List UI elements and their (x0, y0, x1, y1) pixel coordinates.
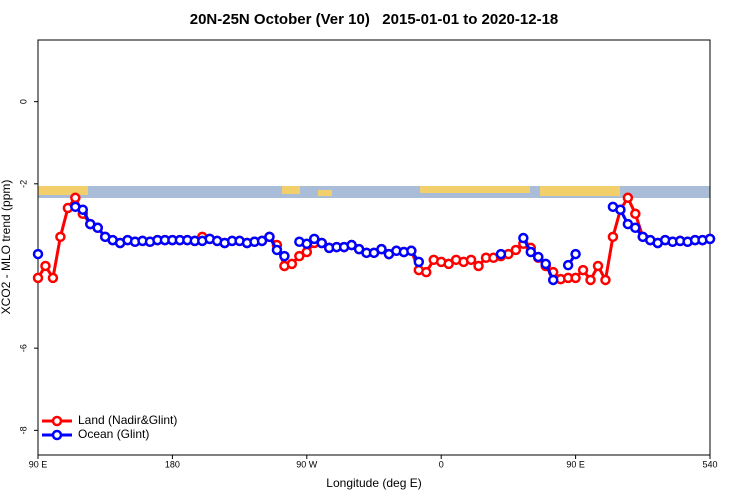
data-point (47, 272, 59, 284)
data-point (286, 258, 298, 270)
data-point (32, 272, 44, 284)
x-axis-label: Longitude (deg E) (326, 476, 421, 490)
y-tick-label: 0 (18, 99, 28, 104)
data-point (473, 260, 484, 272)
data-point (346, 239, 357, 251)
data-point (510, 244, 522, 256)
y-tick-label: -2 (18, 180, 28, 188)
x-tick-label: 0 (439, 459, 444, 469)
data-point (40, 260, 51, 272)
data-point (406, 245, 417, 257)
data-point (316, 237, 327, 249)
data-point (465, 254, 477, 266)
data-point (525, 246, 537, 258)
data-point (570, 272, 581, 284)
data-point (570, 248, 581, 260)
data-point (413, 256, 425, 268)
data-point (271, 244, 283, 256)
data-point (301, 238, 313, 250)
x-tick-label: 540 (702, 459, 717, 469)
data-point (443, 258, 454, 270)
data-point (518, 232, 529, 244)
chart-title: 20N-25N October (Ver 10) 2015-01-01 to 2… (190, 11, 559, 28)
data-point (55, 231, 66, 243)
data-point (294, 250, 305, 262)
data-point (615, 204, 626, 215)
data-point (92, 222, 103, 234)
data-point (577, 264, 589, 276)
data-point (540, 258, 551, 270)
legend-label: Land (Nadir&Glint) (78, 413, 177, 427)
data-point (77, 204, 89, 215)
x-tick-label: 180 (165, 459, 180, 469)
data-point (279, 250, 290, 262)
x-tick-label: 90 W (296, 459, 318, 469)
legend-marker (51, 415, 63, 427)
map-land (38, 186, 620, 196)
y-tick-label: -6 (18, 344, 28, 352)
x-tick-label: 90 E (566, 459, 585, 469)
data-point (607, 231, 619, 243)
y-tick-label: -8 (18, 426, 28, 434)
plot-frame (37, 39, 711, 456)
data-point (622, 192, 634, 204)
data-point (70, 192, 81, 204)
data-point (421, 266, 432, 278)
data-point (547, 274, 559, 286)
legend-marker (51, 429, 63, 441)
data-point (301, 246, 313, 258)
series (32, 201, 716, 286)
data-point (309, 233, 320, 245)
x-tick-label: 90 E (29, 459, 48, 469)
y-axis-label: XCO2 - MLO trend (ppm) (0, 180, 13, 315)
data-point (704, 233, 716, 245)
data-point (533, 251, 544, 263)
data-point (585, 274, 596, 286)
data-point (630, 222, 641, 234)
legend-label: Ocean (Glint) (78, 427, 149, 441)
data-point (600, 274, 611, 286)
data-point (495, 248, 507, 260)
data-point (256, 235, 268, 247)
data-point (32, 248, 44, 260)
data-point (592, 260, 604, 272)
data-point (264, 231, 275, 243)
data-point (562, 259, 574, 271)
data-point (376, 243, 387, 255)
data-point (630, 208, 641, 220)
